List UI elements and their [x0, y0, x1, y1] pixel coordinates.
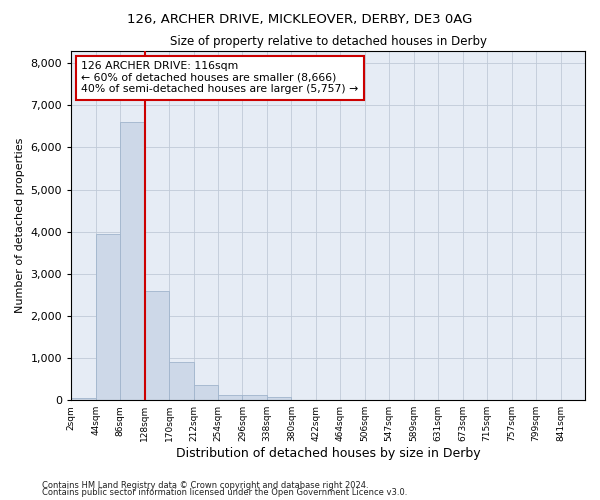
Bar — [267, 398, 292, 400]
Y-axis label: Number of detached properties: Number of detached properties — [15, 138, 25, 313]
X-axis label: Distribution of detached houses by size in Derby: Distribution of detached houses by size … — [176, 447, 481, 460]
Bar — [71, 398, 95, 400]
Bar — [120, 122, 145, 400]
Bar — [218, 394, 242, 400]
Text: 126 ARCHER DRIVE: 116sqm
← 60% of detached houses are smaller (8,666)
40% of sem: 126 ARCHER DRIVE: 116sqm ← 60% of detach… — [82, 61, 359, 94]
Bar — [95, 234, 120, 400]
Bar — [194, 386, 218, 400]
Bar — [242, 395, 267, 400]
Bar — [145, 290, 169, 400]
Bar — [169, 362, 194, 400]
Title: Size of property relative to detached houses in Derby: Size of property relative to detached ho… — [170, 35, 487, 48]
Text: Contains HM Land Registry data © Crown copyright and database right 2024.: Contains HM Land Registry data © Crown c… — [42, 480, 368, 490]
Text: Contains public sector information licensed under the Open Government Licence v3: Contains public sector information licen… — [42, 488, 407, 497]
Text: 126, ARCHER DRIVE, MICKLEOVER, DERBY, DE3 0AG: 126, ARCHER DRIVE, MICKLEOVER, DERBY, DE… — [127, 12, 473, 26]
